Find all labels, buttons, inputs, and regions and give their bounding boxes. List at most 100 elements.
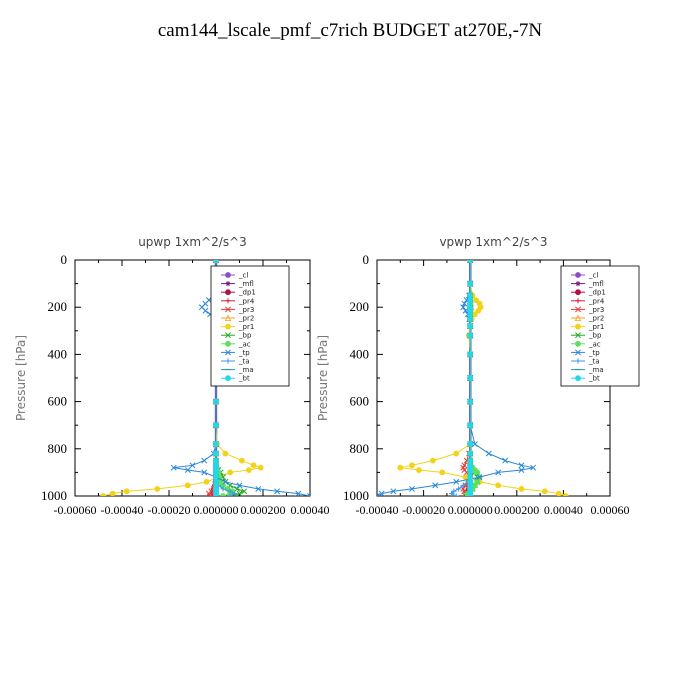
y-tick-label: 200 — [48, 299, 68, 314]
legend-marker — [225, 323, 231, 330]
legend-label: _pr1 — [238, 323, 254, 331]
data-point-ta — [460, 482, 466, 488]
legend-label: _pr1 — [588, 323, 604, 331]
x-tick-label: -0.00020 — [402, 503, 445, 517]
data-point-tp — [408, 485, 415, 492]
panel-title: vpwp 1xm^2/s^3 — [439, 235, 547, 249]
legend-marker — [225, 289, 231, 296]
panel-1: upwp 1xm^2/s^3 Pressure [hPa] 0 200 400 600 80… — [14, 235, 330, 517]
legend-marker — [575, 332, 581, 339]
data-point-pr1 — [473, 297, 479, 304]
legend-label: _bt — [588, 375, 600, 383]
y-tick-label: 1000 — [41, 488, 67, 503]
data-point-pr1 — [184, 482, 191, 489]
y-tick-label: 600 — [350, 394, 370, 409]
data-point-bt — [467, 375, 474, 381]
legend-marker — [225, 272, 231, 278]
legend-label: _pr2 — [238, 315, 254, 323]
data-point-ta — [232, 491, 238, 496]
data-point-pr1 — [555, 490, 562, 496]
legend-label: _mfl — [588, 280, 604, 288]
data-point-pr1 — [109, 490, 116, 496]
data-point-pr1 — [203, 478, 210, 485]
y-axis-label: Pressure [hPa] — [14, 335, 28, 421]
x-tick-label: -0.00020 — [148, 503, 191, 517]
legend-label: _ma — [588, 366, 604, 374]
data-point-bt — [213, 260, 219, 263]
data-point-tp — [502, 457, 509, 464]
legend-label: _pr3 — [588, 306, 604, 314]
y-tick-label: 0 — [363, 252, 370, 267]
data-point-ta — [220, 486, 226, 492]
legend-marker — [225, 306, 231, 313]
panel-title: upwp 1xm^2/s^3 — [138, 235, 247, 249]
x-tick-label: -0.00060 — [54, 503, 97, 517]
data-point-pr1 — [245, 467, 252, 473]
legend-label: _bp — [238, 332, 252, 340]
legend-label: _bt — [238, 375, 250, 383]
legend-label: _pr4 — [588, 297, 605, 305]
data-point-bt — [467, 441, 474, 447]
data-point-tp — [495, 469, 502, 476]
data-point-pr1 — [416, 467, 422, 473]
data-point-pr1 — [123, 488, 130, 495]
legend-label: _dp1 — [238, 289, 256, 297]
data-point-pr1 — [397, 464, 404, 471]
data-point-tp — [201, 469, 208, 476]
data-point-pr1 — [475, 307, 482, 314]
legend-marker — [225, 298, 231, 304]
series-line-tp — [377, 260, 534, 496]
legend-label: _ta — [238, 358, 250, 366]
x-tick-label: 0.000200 — [241, 503, 286, 517]
legend-marker — [575, 340, 581, 347]
data-point-tp — [476, 474, 483, 481]
data-point-bt — [467, 422, 474, 429]
data-point-pr1 — [541, 488, 548, 495]
data-point-tp — [485, 450, 492, 457]
data-point-bt — [213, 398, 219, 405]
legend-marker — [575, 281, 581, 287]
legend-marker — [575, 306, 581, 313]
legend-marker — [575, 298, 581, 304]
legend-label: _tp — [238, 349, 250, 357]
legend: _cl_mfl_dp1_pr4_pr3_pr2_pr1_bp_ac_tp_ta_… — [210, 265, 290, 387]
data-point-ta — [453, 493, 459, 496]
data-point-bt — [213, 493, 219, 496]
data-point-pr1 — [238, 457, 245, 464]
data-point-tp — [461, 300, 468, 307]
data-point-tp — [201, 457, 208, 464]
legend-label: _pr3 — [238, 306, 254, 314]
legend-box — [560, 265, 640, 387]
legend-marker — [575, 289, 581, 296]
x-tick-label: 0.000200 — [494, 503, 539, 517]
data-point-pr1 — [518, 486, 525, 492]
y-tick-label: 0 — [61, 252, 68, 267]
legend-label: _dp1 — [588, 289, 606, 297]
data-point-ta — [455, 486, 462, 492]
legend-label: _ac — [588, 340, 601, 348]
legend-marker — [575, 349, 581, 356]
y-tick-label: 800 — [48, 441, 68, 456]
data-point-bt — [467, 316, 474, 322]
legend-marker — [225, 281, 231, 287]
legend-marker — [575, 358, 581, 364]
legend-label: _bp — [588, 332, 602, 340]
data-point-pr3 — [207, 493, 214, 496]
figure-title: cam144_lscale_pmf_c7rich BUDGET at270E,-… — [157, 20, 543, 41]
x-tick-label: 0.00040 — [544, 503, 583, 517]
legend-label: _cl — [588, 272, 598, 280]
legend-marker — [575, 272, 581, 278]
data-point-tp — [189, 462, 196, 469]
data-point-tp — [432, 482, 439, 489]
y-axis-label: Pressure [hPa] — [316, 335, 330, 421]
data-point-bt — [213, 450, 219, 457]
data-point-bt — [467, 332, 474, 339]
x-tick-label: 0.000000 — [448, 503, 493, 517]
data-point-bp — [241, 488, 248, 495]
data-point-pr1 — [154, 486, 161, 492]
series-group — [377, 260, 569, 496]
y-tick-label: 1000 — [343, 488, 369, 503]
y-tick-label: 400 — [48, 346, 68, 361]
data-point-tp — [530, 464, 537, 471]
